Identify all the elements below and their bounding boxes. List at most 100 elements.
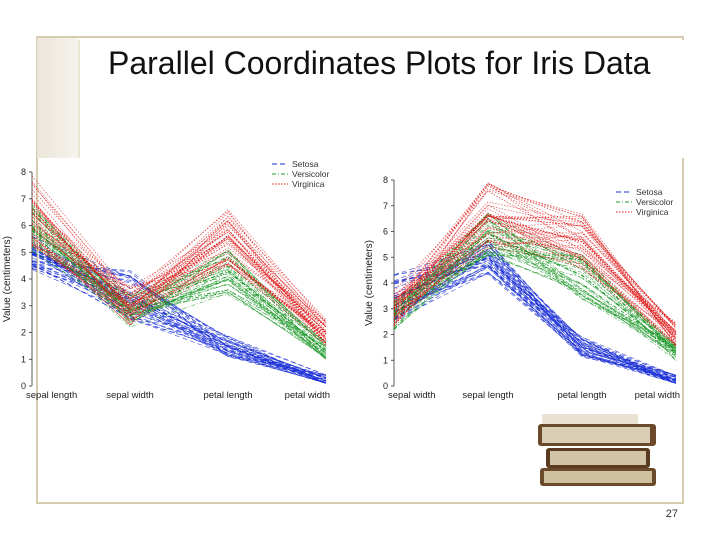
series-line	[393, 258, 677, 384]
category-label: petal length	[203, 390, 252, 401]
series-line	[31, 216, 327, 335]
series-line	[393, 222, 677, 342]
series-line	[393, 212, 677, 352]
series-line	[31, 246, 327, 377]
series-line	[31, 227, 327, 348]
series-line	[393, 219, 677, 347]
series-line	[393, 231, 677, 358]
series-line	[31, 209, 327, 323]
series-line	[31, 208, 327, 343]
series-line	[31, 228, 327, 340]
series-line	[31, 260, 327, 384]
y-tick-label: 4	[21, 274, 26, 284]
series-line	[31, 257, 327, 376]
y-tick-label: 3	[383, 304, 388, 314]
series-line	[31, 213, 327, 326]
series-line	[393, 205, 677, 338]
category-label: petal width	[285, 390, 330, 401]
series-line	[31, 253, 327, 376]
series-line	[393, 238, 677, 340]
series-line	[31, 238, 327, 346]
series-line	[31, 188, 327, 327]
parallel-coordinates-chart-right: 0 1 2 3 4 5 6 7 8 Value (centimeters) sepal width s…	[364, 175, 680, 401]
parallel-coordinates-chart-left: 0 1 2 3 4 5 6 7 8 Value (centimeters) sepal length…	[2, 159, 330, 401]
y-tick-label: 0	[383, 381, 388, 391]
series-line	[393, 234, 677, 345]
series-line	[31, 229, 327, 345]
series-line	[31, 248, 327, 375]
series-line	[393, 232, 677, 333]
series-line	[31, 267, 327, 384]
series-line	[31, 230, 327, 351]
series-line	[31, 224, 327, 346]
series-line	[31, 226, 327, 333]
series-line	[31, 206, 327, 348]
series-line	[393, 241, 677, 336]
series-group-versicolor	[31, 204, 327, 360]
series-line	[393, 204, 677, 339]
series-mean-line	[31, 227, 327, 352]
series-line	[393, 246, 677, 336]
series-line	[31, 220, 327, 335]
series-line	[393, 183, 677, 329]
slide-frame	[36, 36, 684, 504]
series-line	[393, 263, 677, 377]
y-tick-label: 6	[21, 221, 26, 231]
series-line	[393, 267, 677, 376]
series-line	[31, 236, 327, 332]
series-group-setosa	[31, 235, 327, 384]
y-tick-label: 5	[383, 252, 388, 262]
series-line	[393, 272, 677, 384]
category-label: sepal width	[388, 390, 436, 401]
y-tick-label: 0	[21, 381, 26, 391]
series-line	[393, 221, 677, 355]
series-line	[31, 253, 327, 382]
y-tick-label: 5	[21, 247, 26, 257]
series-line	[393, 220, 677, 326]
series-line	[31, 230, 327, 360]
series-line	[31, 244, 327, 338]
series-line	[393, 272, 677, 376]
series-line	[31, 193, 327, 333]
series-line	[393, 244, 677, 376]
series-line	[31, 221, 327, 325]
series-line	[393, 240, 677, 345]
series-line	[393, 240, 677, 346]
y-tick-label: 6	[383, 227, 388, 237]
title-accent-band	[37, 38, 79, 158]
y-tick-label: 1	[21, 354, 26, 364]
category-label: sepal length	[462, 390, 513, 401]
series-line	[393, 237, 677, 349]
series-line	[393, 213, 677, 346]
series-line	[393, 224, 677, 349]
y-tick-label: 1	[383, 355, 388, 365]
y-tick-label: 7	[383, 201, 388, 211]
series-line	[31, 220, 327, 345]
category-label: sepal width	[106, 390, 154, 401]
series-line	[31, 267, 327, 384]
series-line	[393, 185, 677, 334]
series-line	[31, 263, 327, 376]
series-line	[393, 247, 677, 352]
series-line	[393, 188, 677, 339]
series-line	[31, 208, 327, 357]
series-line	[31, 236, 327, 347]
series-line	[31, 265, 327, 384]
series-line	[31, 212, 327, 358]
series-line	[31, 202, 327, 344]
series-line	[393, 239, 677, 333]
series-line	[393, 265, 677, 382]
y-axis-label: Value (centimeters)	[2, 236, 13, 322]
legend-label: Setosa	[292, 159, 319, 169]
series-line	[393, 261, 677, 384]
series-line	[393, 239, 677, 379]
series-line	[393, 182, 677, 333]
series-line	[31, 228, 327, 344]
series-line	[393, 230, 677, 345]
y-tick-label: 2	[21, 328, 26, 338]
series-mean-line	[31, 251, 327, 382]
legend-label: Setosa	[636, 187, 663, 197]
series-line	[31, 237, 327, 354]
